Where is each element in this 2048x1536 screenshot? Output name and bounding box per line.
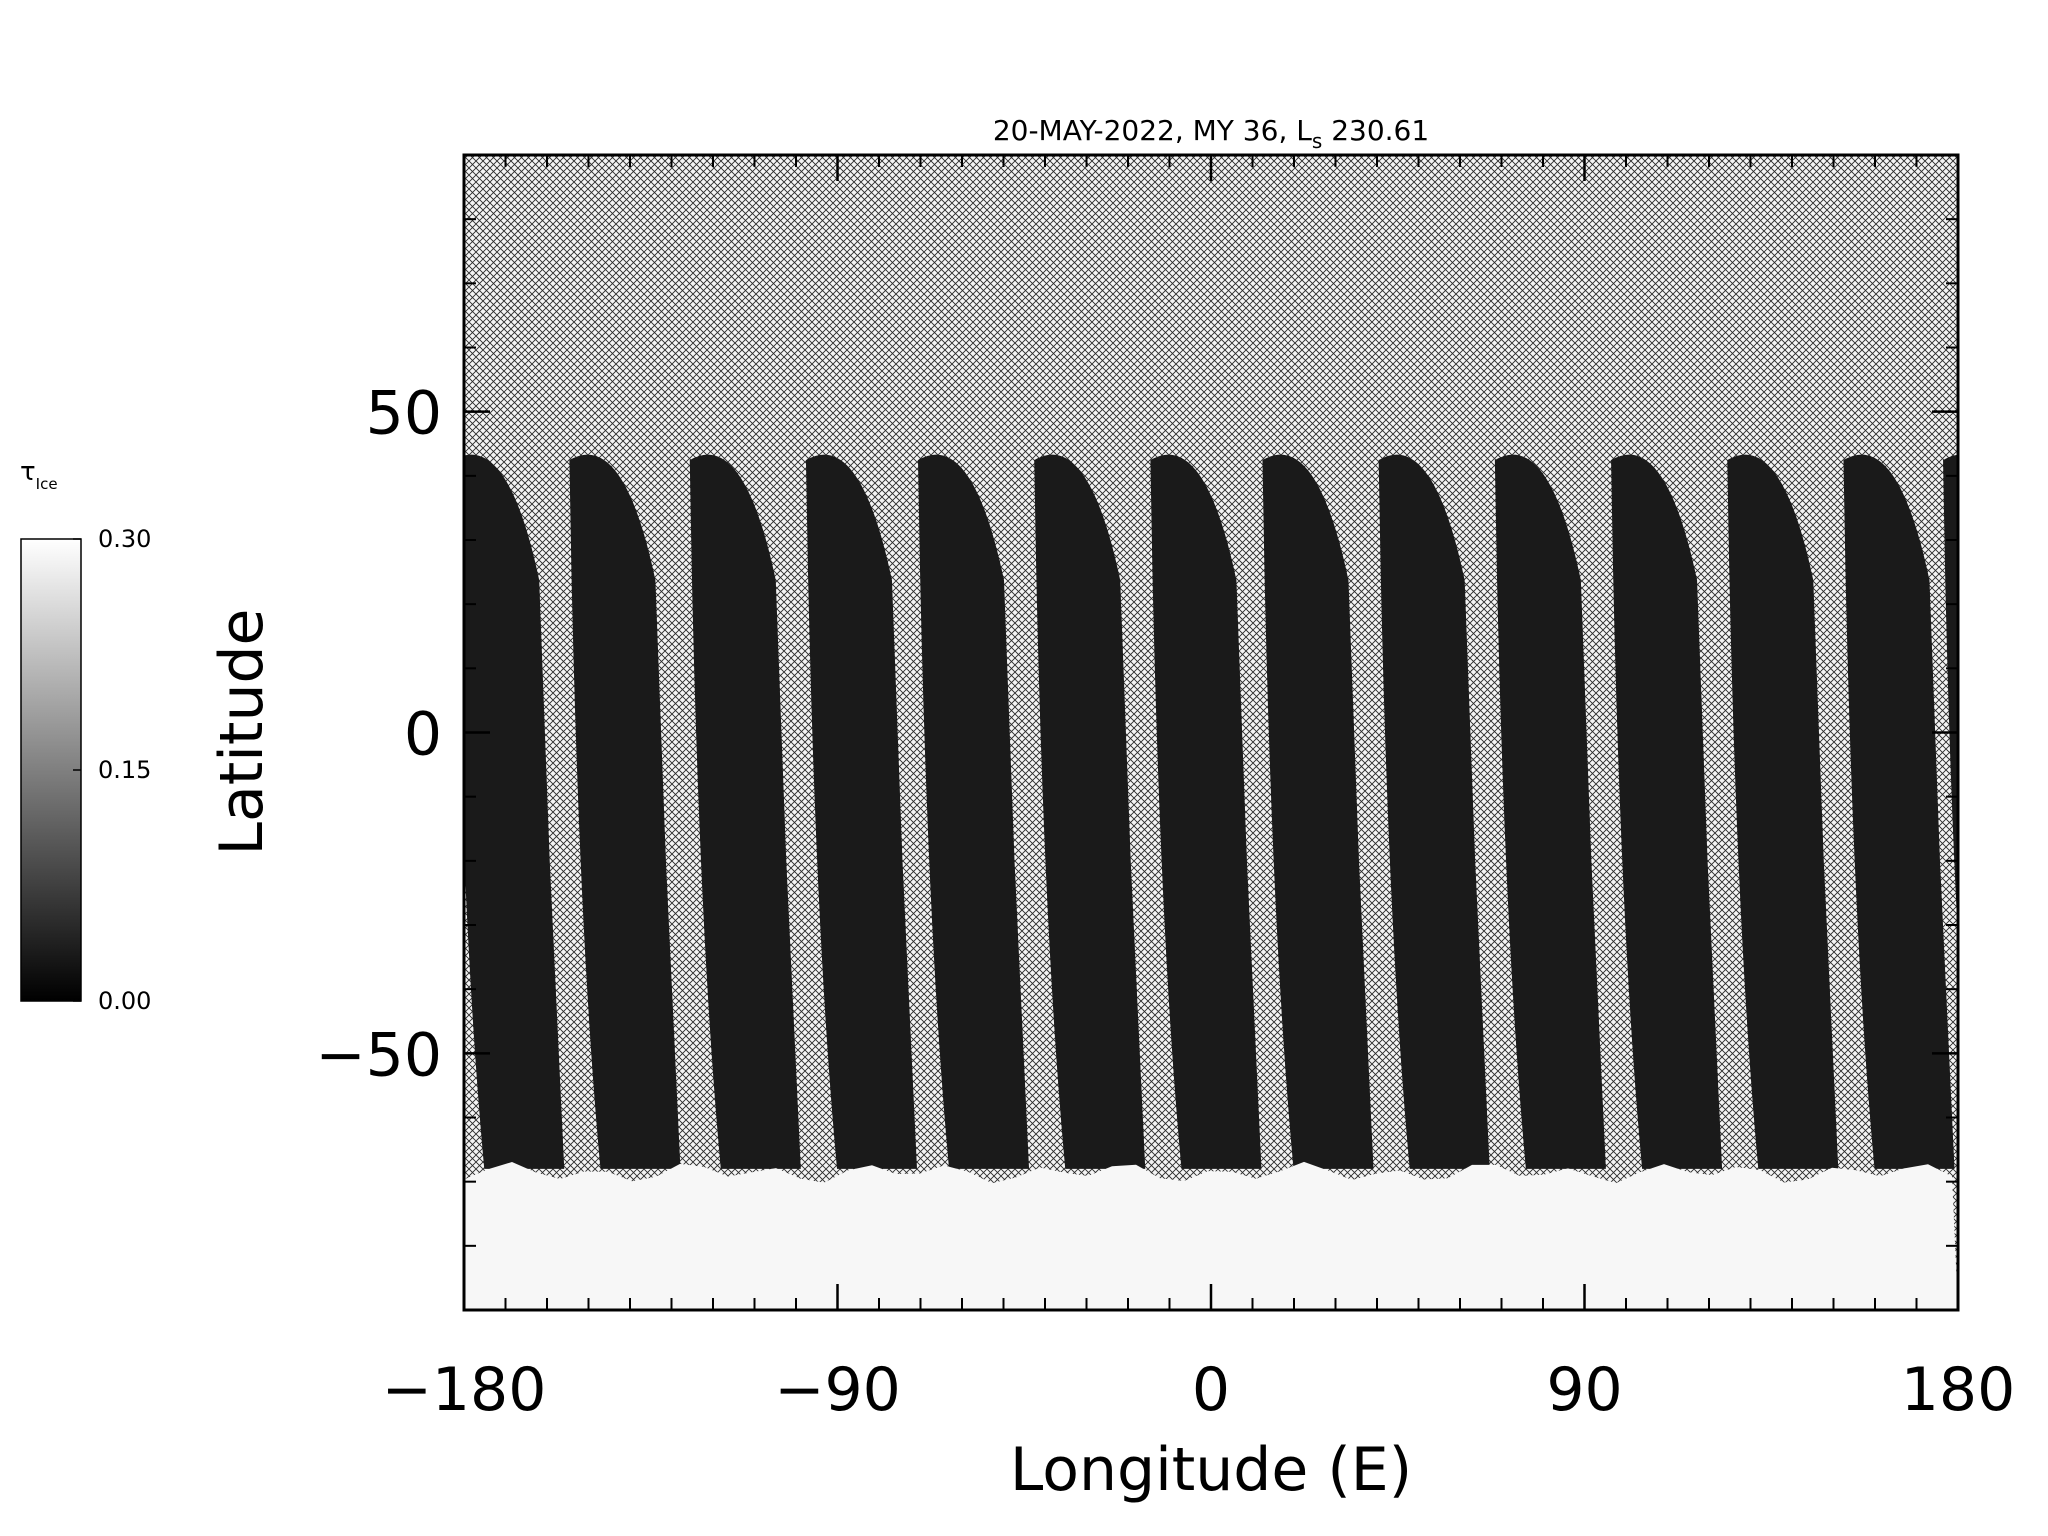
colorbar: τIce 0.00 0.15 0.30	[20, 457, 151, 1015]
swath-4	[805, 454, 917, 1169]
x-tick-label: −180	[382, 1355, 547, 1425]
x-tick-label: 0	[1192, 1355, 1230, 1425]
swath-9	[1378, 454, 1490, 1169]
colorbar-tick-label: 0.15	[98, 756, 151, 784]
colorbar-label: τIce	[20, 457, 58, 493]
minor-ticks	[463, 154, 1959, 1311]
x-axis-tick-labels: −180 −90 0 90 180	[382, 1355, 2016, 1425]
orbit-swaths	[464, 454, 1958, 1169]
x-tick-label: −90	[774, 1355, 901, 1425]
colorbar-tick-label: 0.00	[98, 987, 151, 1015]
south-polar-region	[464, 1161, 1958, 1310]
swath-14	[1943, 454, 1958, 939]
swath-12	[1727, 454, 1839, 1169]
plot-area	[462, 153, 1960, 1312]
x-axis-label: Longitude (E)	[1010, 1435, 1412, 1505]
colorbar-tick-label: 0.30	[98, 525, 151, 553]
swath-2	[569, 454, 681, 1169]
y-axis-tick-labels: −50 0 50	[315, 379, 442, 1091]
swath-5	[918, 454, 1030, 1169]
swath-10	[1494, 454, 1606, 1169]
major-ticks	[462, 155, 1960, 1310]
swath-6	[1034, 454, 1146, 1169]
colorbar-gradient	[20, 538, 82, 1002]
y-tick-label: −50	[315, 1020, 442, 1090]
x-tick-label: 180	[1901, 1355, 2016, 1425]
y-tick-label: 50	[366, 379, 442, 449]
swath-1	[464, 454, 565, 1169]
x-tick-label: 90	[1546, 1355, 1622, 1425]
y-tick-label: 0	[404, 700, 442, 770]
swath-3	[689, 454, 801, 1169]
swath-7	[1150, 454, 1262, 1169]
colorbar-ticks: 0.00 0.15 0.30	[73, 525, 151, 1015]
swath-8	[1262, 454, 1374, 1169]
polar-ice-region	[464, 1161, 1958, 1310]
swath-13	[1843, 454, 1955, 1169]
chart-title: 20-MAY-2022, MY 36, Ls 230.61	[993, 114, 1429, 153]
y-axis-label: Latitude	[207, 609, 277, 856]
swath-11	[1611, 454, 1723, 1169]
